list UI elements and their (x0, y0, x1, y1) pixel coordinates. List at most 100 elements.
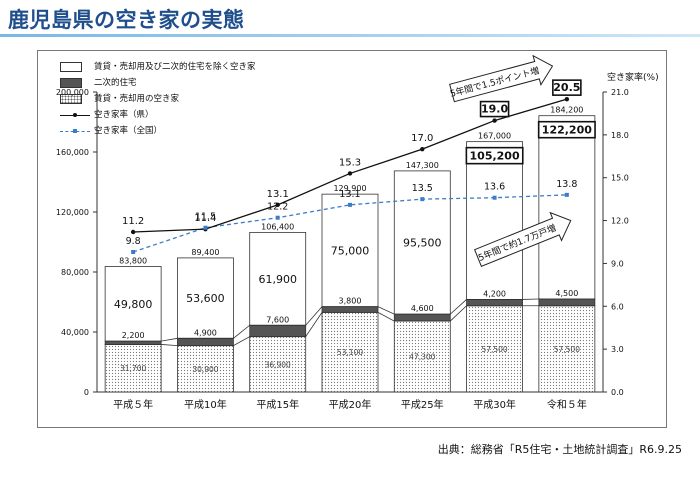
y-left-tick-label: 200,000 (56, 88, 89, 97)
legend-swatch-rental (60, 94, 82, 104)
legend-label-rental: 賃貸・売却用の空き家 (94, 94, 180, 104)
bar-rental (177, 345, 234, 393)
point-rate-prefecture (130, 229, 136, 235)
label-rental-value: 47,300 (409, 353, 435, 362)
label-rate-nat: 9.8 (126, 236, 141, 247)
label-total-value: 106,400 (261, 222, 294, 231)
label-rate-nat: 13.5 (412, 183, 433, 194)
bar-other (466, 141, 523, 300)
point-rate-national (131, 250, 136, 254)
y-right-tick-label: 3.0 (611, 345, 624, 354)
label-rental-value: 36,900 (265, 360, 291, 369)
legend-label-rate-pref: 空き家率（県） (94, 110, 154, 120)
label-secondary-value: 2,200 (122, 331, 145, 340)
legend-item-secondary: 二次的住宅 (60, 78, 284, 88)
label-rental-value: 30,900 (192, 365, 218, 374)
legend-item-rental: 賃貸・売却用の空き家 (60, 94, 284, 104)
label-rate-nat: 11.5 (195, 212, 216, 223)
bar-other (104, 266, 162, 342)
legend-item-other: 賃貸・売却用及び二次的住宅を除く空き家 (60, 62, 284, 72)
x-tick-label: 令和５年 (547, 398, 587, 411)
point-rate-prefecture (420, 146, 425, 152)
legend-item-rate-nat: 空き家率（全国） (60, 126, 284, 136)
label-total-value: 89,400 (191, 248, 219, 257)
legend-swatch-other (60, 62, 82, 72)
label-rate-pref: 15.3 (339, 157, 361, 168)
bar-other (393, 170, 451, 315)
y-right-tick-label: 18.0 (611, 131, 629, 140)
point-rate-prefecture (275, 202, 280, 208)
bar-secondary (249, 324, 307, 338)
y-left-tick-label: 0 (84, 388, 89, 397)
label-rate-nat: 13.6 (484, 182, 505, 193)
label-rate-pref: 20.5 (553, 81, 580, 94)
y-right-tick-label: 12.0 (611, 217, 629, 226)
bar-rental (466, 305, 523, 393)
bar-secondary (177, 337, 234, 347)
bar-secondary (466, 299, 523, 307)
legend-swatch-rate-nat (60, 126, 90, 136)
legend-label-secondary: 二次的住宅 (94, 78, 137, 88)
label-rate-pref: 13.1 (267, 189, 289, 200)
point-rate-prefecture (492, 118, 497, 123)
legend-swatch-secondary (60, 78, 82, 88)
bar-other (538, 115, 596, 300)
label-rental-value: 53,100 (337, 348, 363, 357)
label-rate-nat: 13.8 (556, 179, 577, 190)
label-rate-pref: 11.2 (122, 216, 144, 227)
y-right-tick-label: 6.0 (611, 302, 624, 311)
title-rule (0, 34, 700, 37)
bar-secondary (538, 298, 596, 307)
label-other-value: 122,200 (542, 124, 592, 137)
label-other-value: 61,900 (258, 273, 297, 286)
y-right-tick-label: 15.0 (611, 174, 629, 183)
point-rate-national (420, 197, 425, 202)
label-other-value: 53,600 (186, 292, 225, 305)
point-rate-national (564, 192, 569, 197)
label-secondary-value: 4,500 (555, 289, 578, 298)
label-rate-pref: 19.0 (481, 103, 508, 116)
y-right-axis-title: 空き家率(%) (607, 71, 659, 83)
point-rate-prefecture (347, 171, 353, 176)
label-rate-nat: 13.1 (339, 189, 360, 200)
point-rate-national (492, 195, 497, 200)
bar-secondary (104, 340, 162, 345)
y-left-tick-label: 120,000 (56, 208, 89, 217)
segment-connector (105, 298, 595, 342)
label-secondary-value: 3,800 (339, 297, 362, 306)
x-tick-label: 平成５年 (113, 398, 153, 411)
bar-rental (104, 344, 162, 393)
point-rate-national (203, 225, 208, 230)
label-other-value: 95,500 (403, 237, 442, 250)
bar-rental (538, 305, 596, 393)
label-other-value: 75,000 (331, 244, 370, 257)
bar-secondary (321, 306, 379, 313)
x-tick-label: 平成20年 (329, 398, 372, 411)
label-other-box (537, 120, 596, 139)
label-secondary-value: 4,200 (483, 289, 506, 298)
bar-other (249, 231, 307, 326)
label-rental-value: 31,700 (120, 364, 146, 373)
x-tick-label: 平成15年 (256, 398, 299, 411)
y-left-tick-label: 80,000 (61, 268, 89, 277)
x-tick-label: 平成10年 (184, 398, 227, 411)
label-total-value: 184,200 (550, 106, 583, 115)
segment-connector (105, 305, 595, 347)
label-rental-value: 57,500 (481, 345, 507, 354)
legend-label-rate-nat: 空き家率（全国） (94, 126, 163, 136)
label-other-value: 49,800 (114, 298, 153, 311)
bar-secondary (393, 313, 451, 322)
legend: 賃貸・売却用及び二次的住宅を除く空き家 二次的住宅 賃貸・売却用の空き家 空き家… (60, 62, 284, 142)
label-rate-pref: 17.0 (411, 133, 433, 144)
label-total-value: 129,900 (333, 184, 366, 193)
y-right-tick-label: 0.0 (611, 388, 624, 397)
y-right-tick-label: 21.0 (611, 88, 629, 97)
x-tick-label: 平成25年 (401, 398, 444, 411)
legend-item-rate-pref: 空き家率（県） (60, 110, 284, 120)
label-rate-nat: 12.2 (267, 202, 288, 213)
point-rate-prefecture (564, 96, 570, 102)
y-right-tick-label: 9.0 (611, 259, 624, 268)
label-secondary-value: 4,600 (411, 304, 434, 313)
bar-rental (321, 311, 379, 393)
